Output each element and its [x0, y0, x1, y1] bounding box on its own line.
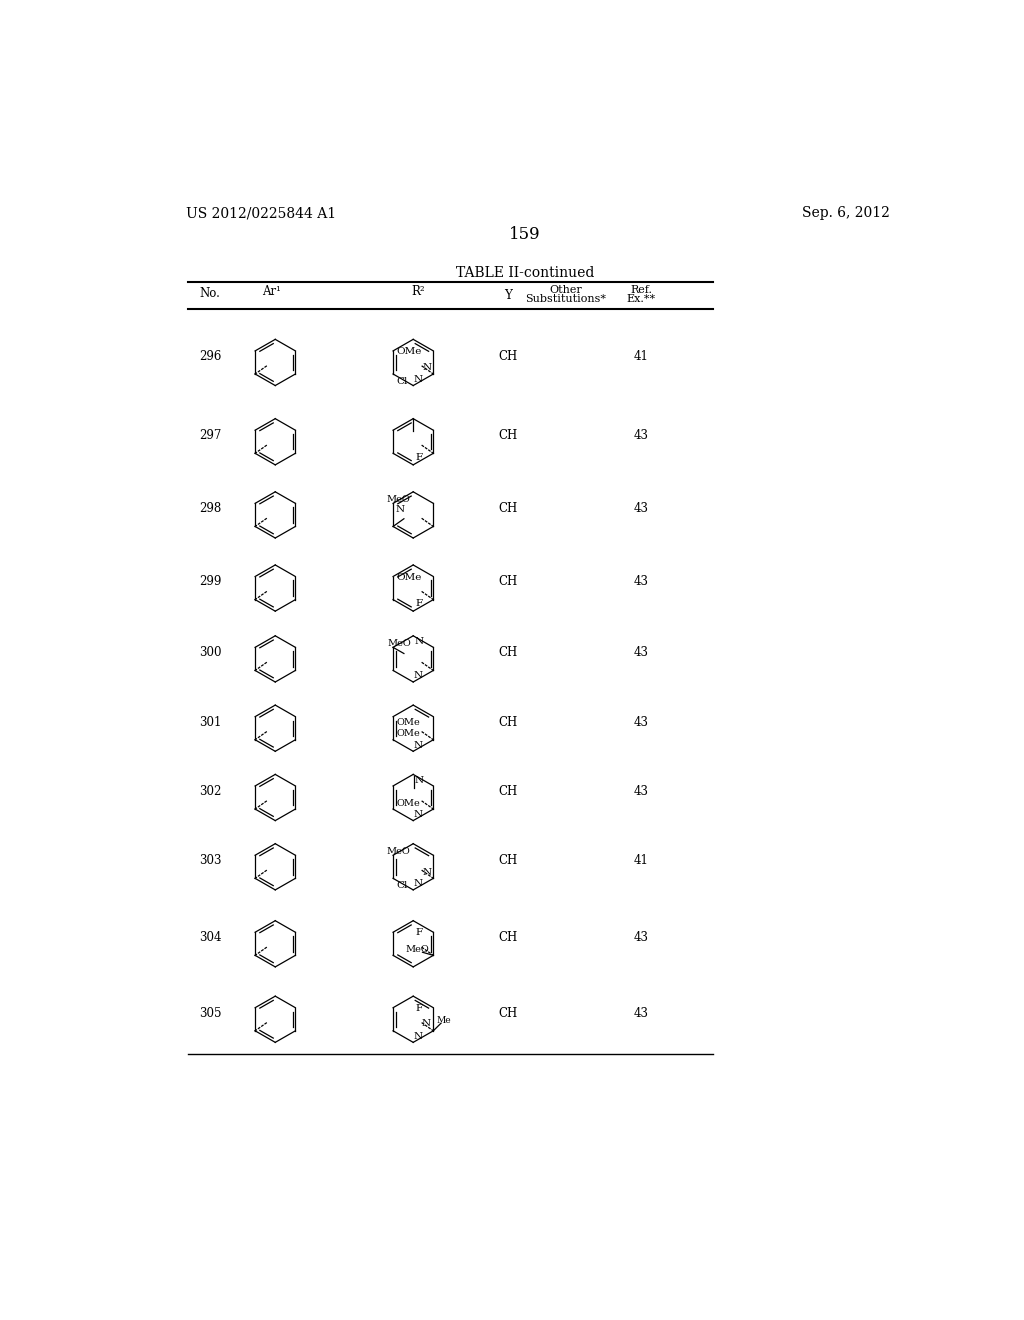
Text: Me: Me: [436, 1015, 451, 1024]
Text: 300: 300: [200, 647, 222, 659]
Text: CH: CH: [498, 350, 517, 363]
Text: 298: 298: [200, 502, 221, 515]
Text: N: N: [414, 741, 423, 750]
Text: N: N: [414, 672, 423, 681]
Text: N: N: [414, 810, 423, 818]
Text: R²: R²: [412, 285, 425, 298]
Text: 43: 43: [634, 715, 648, 729]
Text: OMe: OMe: [396, 718, 420, 727]
Text: Other: Other: [550, 285, 583, 294]
Text: 43: 43: [634, 576, 648, 589]
Text: MeO: MeO: [386, 847, 410, 855]
Text: N: N: [423, 363, 432, 372]
Text: MeO: MeO: [387, 639, 411, 648]
Text: N: N: [414, 1032, 423, 1040]
Text: Y: Y: [504, 289, 512, 302]
Text: 301: 301: [200, 715, 221, 729]
Text: 304: 304: [200, 931, 222, 944]
Text: F: F: [416, 599, 423, 609]
Text: F: F: [416, 1003, 423, 1012]
Text: N: N: [414, 879, 423, 888]
Text: CH: CH: [498, 785, 517, 797]
Text: N: N: [414, 375, 423, 384]
Text: CH: CH: [498, 502, 517, 515]
Text: TABLE II-continued: TABLE II-continued: [456, 267, 594, 280]
Text: MeO: MeO: [386, 495, 410, 504]
Text: CH: CH: [498, 715, 517, 729]
Text: Cl: Cl: [396, 378, 408, 385]
Text: Cl: Cl: [396, 882, 408, 891]
Text: N: N: [415, 638, 424, 647]
Text: Sep. 6, 2012: Sep. 6, 2012: [802, 206, 890, 220]
Text: CH: CH: [498, 576, 517, 589]
Text: 296: 296: [200, 350, 221, 363]
Text: 41: 41: [634, 350, 648, 363]
Text: Ref.: Ref.: [630, 285, 652, 294]
Text: 299: 299: [200, 576, 221, 589]
Text: No.: No.: [200, 286, 220, 300]
Text: 159: 159: [509, 226, 541, 243]
Text: Ex.**: Ex.**: [627, 294, 655, 304]
Text: CH: CH: [498, 931, 517, 944]
Text: 43: 43: [634, 931, 648, 944]
Text: 305: 305: [200, 1007, 222, 1019]
Text: F: F: [416, 928, 423, 937]
Text: 43: 43: [634, 785, 648, 797]
Text: US 2012/0225844 A1: US 2012/0225844 A1: [186, 206, 336, 220]
Text: N: N: [395, 506, 404, 513]
Text: CH: CH: [498, 647, 517, 659]
Text: OMe: OMe: [396, 347, 422, 356]
Text: 302: 302: [200, 785, 221, 797]
Text: N: N: [415, 776, 424, 785]
Text: OMe: OMe: [396, 573, 422, 582]
Text: 297: 297: [200, 429, 221, 442]
Text: OMe: OMe: [396, 799, 420, 808]
Text: F: F: [416, 453, 423, 462]
Text: MeO: MeO: [406, 945, 429, 953]
Text: 43: 43: [634, 1007, 648, 1019]
Text: 43: 43: [634, 647, 648, 659]
Text: 43: 43: [634, 502, 648, 515]
Text: Ar¹: Ar¹: [262, 285, 281, 298]
Text: 43: 43: [634, 429, 648, 442]
Text: N: N: [421, 1019, 430, 1028]
Text: OMe: OMe: [396, 729, 420, 738]
Text: 41: 41: [634, 854, 648, 867]
Text: CH: CH: [498, 429, 517, 442]
Text: Substitutions*: Substitutions*: [525, 294, 606, 304]
Text: CH: CH: [498, 1007, 517, 1019]
Text: 303: 303: [200, 854, 222, 867]
Text: CH: CH: [498, 854, 517, 867]
Text: N: N: [423, 867, 432, 876]
